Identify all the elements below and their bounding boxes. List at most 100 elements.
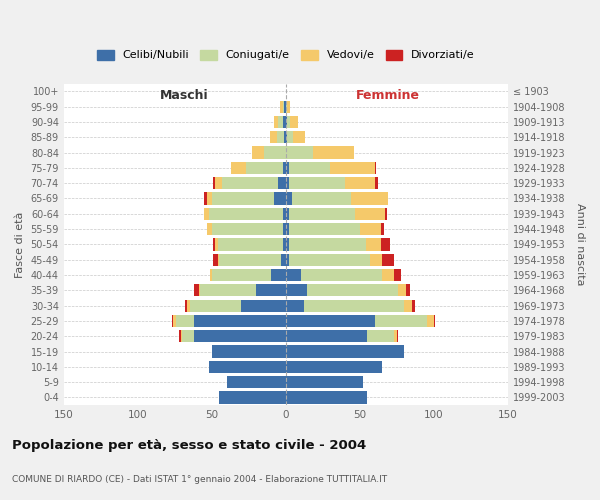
Bar [304, 300, 404, 312]
Bar [215, 238, 218, 250]
Bar [286, 146, 313, 158]
Bar [231, 162, 246, 174]
Bar [256, 284, 286, 296]
Bar [194, 330, 286, 342]
Text: Maschi: Maschi [160, 88, 208, 102]
Bar [380, 238, 389, 250]
Bar [283, 116, 286, 128]
Bar [289, 162, 330, 174]
Bar [286, 392, 367, 404]
Bar [301, 269, 382, 281]
Bar [176, 315, 194, 327]
Bar [370, 254, 382, 266]
Bar [263, 146, 286, 158]
Bar [182, 330, 194, 342]
Bar [283, 208, 286, 220]
Bar [287, 131, 293, 143]
Bar [246, 162, 283, 174]
Bar [412, 300, 415, 312]
Bar [374, 177, 377, 190]
Bar [287, 100, 290, 113]
Bar [366, 238, 380, 250]
Bar [394, 269, 401, 281]
Bar [289, 238, 366, 250]
Bar [286, 208, 289, 220]
Bar [374, 315, 427, 327]
Bar [286, 330, 367, 342]
Bar [290, 116, 298, 128]
Bar [397, 330, 398, 342]
Y-axis label: Fasce di età: Fasce di età [15, 211, 25, 278]
Bar [208, 192, 212, 204]
Text: COMUNE DI RIARDO (CE) - Dati ISTAT 1° gennaio 2004 - Elaborazione TUTTITALIA.IT: COMUNE DI RIARDO (CE) - Dati ISTAT 1° ge… [12, 475, 387, 484]
Bar [212, 269, 271, 281]
Bar [286, 223, 289, 235]
Bar [214, 254, 218, 266]
Y-axis label: Anni di nascita: Anni di nascita [575, 203, 585, 285]
Bar [286, 269, 301, 281]
Bar [360, 223, 380, 235]
Bar [284, 131, 286, 143]
Bar [200, 284, 256, 296]
Bar [215, 177, 222, 190]
Bar [280, 100, 283, 113]
Bar [219, 254, 281, 266]
Bar [286, 300, 304, 312]
Bar [293, 131, 305, 143]
Bar [194, 315, 286, 327]
Bar [277, 131, 284, 143]
Bar [345, 177, 374, 190]
Bar [212, 223, 283, 235]
Bar [218, 254, 219, 266]
Bar [208, 223, 212, 235]
Bar [286, 238, 289, 250]
Bar [385, 208, 386, 220]
Bar [212, 346, 286, 358]
Bar [287, 116, 290, 128]
Bar [209, 208, 283, 220]
Text: Popolazione per età, sesso e stato civile - 2004: Popolazione per età, sesso e stato civil… [12, 440, 366, 452]
Bar [283, 223, 286, 235]
Bar [179, 330, 181, 342]
Bar [406, 284, 410, 296]
Bar [278, 116, 283, 128]
Bar [218, 238, 283, 250]
Bar [351, 192, 388, 204]
Bar [367, 330, 394, 342]
Bar [190, 300, 241, 312]
Bar [283, 162, 286, 174]
Bar [214, 177, 215, 190]
Bar [330, 162, 374, 174]
Bar [382, 254, 394, 266]
Bar [185, 300, 187, 312]
Bar [212, 192, 274, 204]
Bar [286, 284, 307, 296]
Bar [181, 330, 182, 342]
Bar [284, 100, 286, 113]
Bar [289, 177, 345, 190]
Bar [219, 392, 286, 404]
Bar [205, 208, 209, 220]
Bar [286, 131, 287, 143]
Bar [281, 254, 286, 266]
Bar [427, 315, 434, 327]
Bar [286, 162, 289, 174]
Bar [286, 315, 374, 327]
Bar [286, 254, 289, 266]
Bar [222, 177, 278, 190]
Bar [274, 192, 286, 204]
Bar [214, 238, 215, 250]
Bar [307, 284, 398, 296]
Bar [289, 223, 360, 235]
Bar [283, 100, 284, 113]
Bar [286, 346, 404, 358]
Bar [286, 177, 289, 190]
Bar [313, 146, 354, 158]
Bar [173, 315, 176, 327]
Bar [382, 269, 394, 281]
Bar [289, 208, 355, 220]
Bar [292, 192, 351, 204]
Bar [271, 269, 286, 281]
Bar [211, 269, 212, 281]
Bar [241, 300, 286, 312]
